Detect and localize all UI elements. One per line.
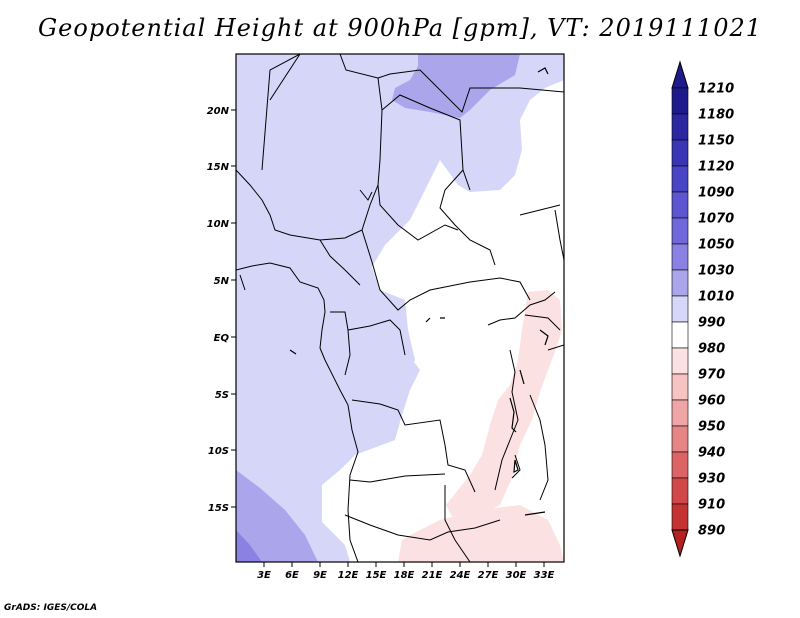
lon-axis: 3E 6E 9E 12E 15E 18E 21E 24E 27E 30E 33E xyxy=(257,562,555,581)
colorbar-swatch xyxy=(671,269,689,297)
colorbar-swatch xyxy=(671,399,689,427)
colorbar-swatch xyxy=(671,477,689,505)
height-field-1010-1030-patch xyxy=(345,268,380,300)
lon-label: 6E xyxy=(285,570,299,581)
lakes-and-islands xyxy=(289,67,549,516)
colorbar-swatch xyxy=(671,87,689,115)
colorbar-level-label: 1070 xyxy=(698,212,734,227)
colorbar-top-triangle xyxy=(671,60,689,89)
lat-label: 10N xyxy=(207,219,230,230)
colorbar-level-label: 890 xyxy=(698,524,725,539)
colorbar-swatch xyxy=(671,295,689,323)
colorbar-level-label: 970 xyxy=(698,368,725,383)
colorbar-swatch xyxy=(671,191,689,219)
lat-axis: 20N 15N 10N 5N EQ 5S 10S 15S xyxy=(207,106,236,514)
colorbar-level-label: 960 xyxy=(698,394,725,409)
colorbar-swatch xyxy=(671,347,689,375)
grads-credit: GrADS: IGES/COLA xyxy=(4,603,98,613)
lon-label: 30E xyxy=(506,570,527,581)
colorbar-swatch xyxy=(671,113,689,141)
colorbar-level-label: 1120 xyxy=(698,160,734,175)
lon-label: 21E xyxy=(422,570,443,581)
colorbar-swatch xyxy=(671,217,689,245)
colorbar-swatch xyxy=(671,373,689,401)
height-field-1030-1050-southwest xyxy=(236,470,318,562)
colorbar-level-label: 910 xyxy=(698,498,725,513)
coastlines-and-borders xyxy=(236,54,564,562)
colorbar-bottom-triangle xyxy=(671,529,689,558)
colorbar-level-label: 980 xyxy=(698,342,725,357)
colorbar-level-label: 1090 xyxy=(698,186,734,201)
colorbar-level-label: 950 xyxy=(698,420,725,435)
colorbar-level-label: 1210 xyxy=(698,82,734,97)
lon-label: 9E xyxy=(313,570,327,581)
map-title: Geopotential Height at 900hPa [gpm], VT:… xyxy=(38,14,762,42)
colorbar-level-label: 940 xyxy=(698,446,725,461)
colorbar-level-label: 1010 xyxy=(698,290,734,305)
colorbar-swatch xyxy=(671,139,689,167)
colorbar-labels: 1210 1180 1150 1120 1090 1070 1050 1030 1010 990 9… xyxy=(698,82,734,539)
colorbar-swatch xyxy=(671,243,689,271)
colorbar-swatch xyxy=(671,425,689,453)
colorbar-level-label: 1050 xyxy=(698,238,734,253)
height-field-980-990-east xyxy=(446,290,562,522)
lon-label: 3E xyxy=(257,570,271,581)
lat-label: 20N xyxy=(207,106,230,117)
lat-label: EQ xyxy=(214,333,230,344)
lon-label: 15E xyxy=(366,570,387,581)
colorbar-swatch xyxy=(671,451,689,479)
colorbar-level-label: 930 xyxy=(698,472,725,487)
lon-label: 33E xyxy=(534,570,555,581)
lon-label: 27E xyxy=(478,570,499,581)
colorbar-swatch xyxy=(671,165,689,193)
colorbar-level-label: 1150 xyxy=(698,134,734,149)
lat-label: 5N xyxy=(214,276,230,287)
colorbar-swatches xyxy=(671,87,689,531)
colorbar-swatch xyxy=(671,503,689,531)
lat-label: 5S xyxy=(215,390,229,401)
lat-label: 15N xyxy=(207,162,230,173)
lon-label: 24E xyxy=(450,570,471,581)
colorbar-level-label: 1030 xyxy=(698,264,734,279)
height-field-1030-1050-north xyxy=(392,54,520,118)
height-field-980-990-south xyxy=(398,505,564,562)
lat-label: 15S xyxy=(208,503,229,514)
colorbar-swatch xyxy=(671,321,689,349)
height-field-1050-1070-southwest xyxy=(236,530,262,562)
colorbar-level-label: 990 xyxy=(698,316,725,331)
map-frame xyxy=(235,53,565,563)
colorbar: 1210 1180 1150 1120 1090 1070 1050 1030 1010 990 9… xyxy=(671,60,734,558)
lon-label: 12E xyxy=(338,570,359,581)
colorbar-level-label: 1180 xyxy=(698,108,734,123)
lat-label: 10S xyxy=(208,446,229,457)
lon-label: 18E xyxy=(394,570,415,581)
